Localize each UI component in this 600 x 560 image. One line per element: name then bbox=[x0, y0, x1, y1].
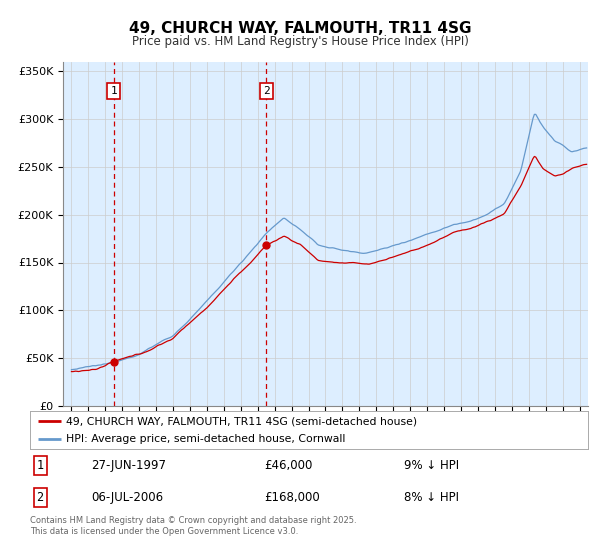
Text: Price paid vs. HM Land Registry's House Price Index (HPI): Price paid vs. HM Land Registry's House … bbox=[131, 35, 469, 48]
Text: 1: 1 bbox=[110, 86, 117, 96]
Text: £168,000: £168,000 bbox=[265, 491, 320, 504]
Text: 06-JUL-2006: 06-JUL-2006 bbox=[91, 491, 164, 504]
Text: Contains HM Land Registry data © Crown copyright and database right 2025.
This d: Contains HM Land Registry data © Crown c… bbox=[30, 516, 356, 536]
Text: 2: 2 bbox=[263, 86, 270, 96]
Text: HPI: Average price, semi-detached house, Cornwall: HPI: Average price, semi-detached house,… bbox=[66, 434, 346, 444]
Text: 27-JUN-1997: 27-JUN-1997 bbox=[91, 459, 166, 472]
Text: 1: 1 bbox=[37, 459, 44, 472]
Text: £46,000: £46,000 bbox=[265, 459, 313, 472]
Text: 9% ↓ HPI: 9% ↓ HPI bbox=[404, 459, 459, 472]
Text: 8% ↓ HPI: 8% ↓ HPI bbox=[404, 491, 459, 504]
Text: 2: 2 bbox=[37, 491, 44, 504]
Text: 49, CHURCH WAY, FALMOUTH, TR11 4SG: 49, CHURCH WAY, FALMOUTH, TR11 4SG bbox=[129, 21, 471, 36]
Text: 49, CHURCH WAY, FALMOUTH, TR11 4SG (semi-detached house): 49, CHURCH WAY, FALMOUTH, TR11 4SG (semi… bbox=[66, 416, 418, 426]
